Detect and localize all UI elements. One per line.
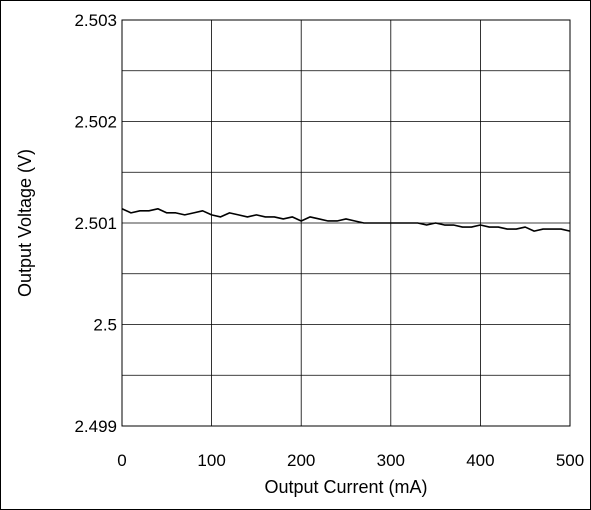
x-tick-label: 300 (377, 451, 405, 470)
y-tick-label: 2.502 (74, 113, 117, 132)
x-tick-labels: 0 100 200 300 400 500 (117, 451, 584, 470)
x-tick-label: 100 (197, 451, 225, 470)
x-axis-title: Output Current (mA) (264, 477, 427, 497)
x-tick-label: 0 (117, 451, 126, 470)
series-line (121, 207, 571, 232)
y-tick-label: 2.503 (74, 11, 117, 30)
y-tick-labels: 2.499 2.5 2.501 2.502 2.503 (74, 11, 117, 436)
y-tick-label: 2.499 (74, 417, 117, 436)
series-group (121, 207, 571, 232)
plot-border (121, 19, 571, 427)
y-tick-label: 2.5 (93, 316, 117, 335)
x-tick-label: 400 (466, 451, 494, 470)
x-tick-label: 500 (556, 451, 584, 470)
x-tick-label: 200 (287, 451, 315, 470)
y-axis-title: Output Voltage (V) (15, 149, 35, 297)
y-tick-label: 2.501 (74, 214, 117, 233)
grid-lines (122, 20, 570, 426)
